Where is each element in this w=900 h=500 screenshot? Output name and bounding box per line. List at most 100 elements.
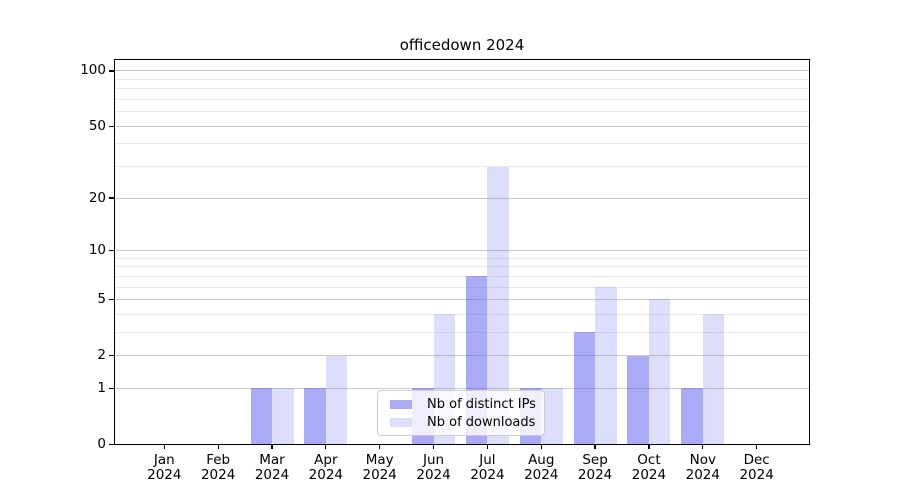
x-tick-mark-jul <box>486 444 489 449</box>
x-tick-year: 2024 <box>416 467 451 483</box>
x-tick-mark-sep <box>594 444 596 449</box>
legend-label-downloads: Nb of downloads <box>427 414 536 430</box>
major-gridline-100 <box>114 70 810 72</box>
x-tick-year: 2024 <box>739 467 774 483</box>
x-tick-month: Jan <box>153 451 175 468</box>
minor-gridline-8 <box>114 266 810 268</box>
x-tick-year: 2024 <box>577 467 613 483</box>
x-tick-label-oct: Oct 2024 <box>621 451 677 484</box>
x-tick-month: Feb <box>206 451 231 468</box>
x-tick-mark-nov <box>702 444 704 449</box>
legend-swatch-ips <box>390 399 412 409</box>
x-tick-label-mar: Mar 2024 <box>244 451 300 484</box>
x-tick-label-jul: Jul 2024 <box>459 451 515 484</box>
minor-gridline-70 <box>114 99 810 101</box>
y-tick-label-0: 0 <box>97 436 106 452</box>
minor-gridline-9 <box>114 257 810 259</box>
legend-swatch-downloads <box>390 417 412 427</box>
bar-downloads-apr <box>325 355 348 445</box>
x-tick-mark-apr <box>325 444 327 449</box>
y-tick-mark-50 <box>109 125 114 127</box>
minor-gridline-40 <box>114 143 810 145</box>
x-tick-year: 2024 <box>147 467 182 483</box>
x-tick-year: 2024 <box>308 467 344 483</box>
major-gridline-5 <box>114 298 810 300</box>
x-tick-label-jan: Jan 2024 <box>136 451 192 484</box>
y-tick-label-5: 5 <box>97 290 106 307</box>
minor-gridline-60 <box>114 111 810 113</box>
legend-row-downloads: Nb of downloads <box>384 413 538 431</box>
major-gridline-50 <box>114 125 810 127</box>
legend-label-ips: Nb of distinct IPs <box>427 396 536 412</box>
x-tick-label-nov: Nov 2024 <box>675 451 731 484</box>
x-tick-year: 2024 <box>200 467 236 483</box>
x-tick-label-feb: Feb 2024 <box>190 451 246 484</box>
x-tick-year: 2024 <box>470 467 505 483</box>
x-tick-mark-feb <box>217 444 219 449</box>
bar-distinct-ips-nov <box>681 388 703 445</box>
y-tick-mark-20 <box>109 197 114 199</box>
x-tick-mark-may <box>379 444 381 449</box>
x-tick-label-aug: Aug 2024 <box>513 451 569 484</box>
plot-area: Nb of distinct IPs Nb of downloads <box>114 59 810 445</box>
y-tick-mark-2 <box>109 354 114 357</box>
bar-distinct-ips-mar <box>250 388 272 445</box>
x-tick-year: 2024 <box>685 467 720 483</box>
x-tick-month: Mar <box>259 451 285 468</box>
x-tick-month: May <box>365 451 394 468</box>
x-tick-month: Oct <box>637 451 661 468</box>
x-tick-label-apr: Apr 2024 <box>298 451 354 484</box>
y-tick-label-1: 1 <box>97 379 106 396</box>
x-tick-mark-jan <box>163 444 165 449</box>
x-tick-month: Dec <box>743 451 770 468</box>
x-tick-mark-mar <box>271 444 273 449</box>
x-tick-month: Jul <box>479 451 496 468</box>
bar-downloads-jul <box>487 166 509 445</box>
x-tick-month: Nov <box>689 451 716 468</box>
bar-downloads-oct <box>648 299 671 445</box>
x-tick-mark-dec <box>756 444 758 449</box>
x-tick-year: 2024 <box>631 467 667 483</box>
x-tick-month: Sep <box>582 451 608 468</box>
bar-downloads-sep <box>595 287 617 445</box>
x-tick-label-jun: Jun 2024 <box>406 451 462 484</box>
x-tick-month: Apr <box>314 451 338 468</box>
x-tick-month: Aug <box>528 451 555 468</box>
y-tick-label-100: 100 <box>80 62 106 79</box>
y-tick-mark-1 <box>109 387 114 390</box>
x-tick-year: 2024 <box>254 467 290 483</box>
y-tick-label-50: 50 <box>88 117 106 134</box>
minor-gridline-80 <box>114 88 810 90</box>
minor-gridline-30 <box>114 166 810 168</box>
major-gridline-20 <box>114 197 810 199</box>
minor-gridline-3 <box>114 331 810 333</box>
x-tick-label-dec: Dec 2024 <box>729 451 785 484</box>
minor-gridline-90 <box>114 78 810 80</box>
y-tick-mark-100 <box>109 70 114 72</box>
y-tick-mark-5 <box>109 298 114 301</box>
y-tick-mark-0 <box>109 443 114 446</box>
minor-gridline-7 <box>114 275 810 277</box>
x-tick-mark-jun <box>432 444 435 449</box>
legend-row-ips: Nb of distinct IPs <box>384 395 538 413</box>
y-tick-label-2: 2 <box>97 347 106 364</box>
x-tick-label-sep: Sep 2024 <box>567 451 623 484</box>
minor-gridline-4 <box>114 313 810 315</box>
minor-gridline-6 <box>114 286 810 288</box>
bar-downloads-aug <box>541 388 563 445</box>
x-tick-label-may: May 2024 <box>352 451 408 484</box>
bar-downloads-nov <box>702 314 725 445</box>
bar-distinct-ips-apr <box>304 388 326 445</box>
bar-distinct-ips-oct <box>627 355 649 445</box>
y-tick-label-20: 20 <box>88 189 106 206</box>
major-gridline-2 <box>114 355 810 357</box>
chart-title: officedown 2024 <box>399 36 525 54</box>
legend: Nb of distinct IPs Nb of downloads <box>377 390 545 436</box>
x-tick-year: 2024 <box>524 467 559 483</box>
y-tick-label-10: 10 <box>88 241 106 258</box>
x-tick-mark-oct <box>648 444 650 449</box>
y-tick-mark-10 <box>109 249 114 252</box>
x-tick-mark-aug <box>540 444 542 449</box>
x-tick-month: Jun <box>423 451 445 468</box>
